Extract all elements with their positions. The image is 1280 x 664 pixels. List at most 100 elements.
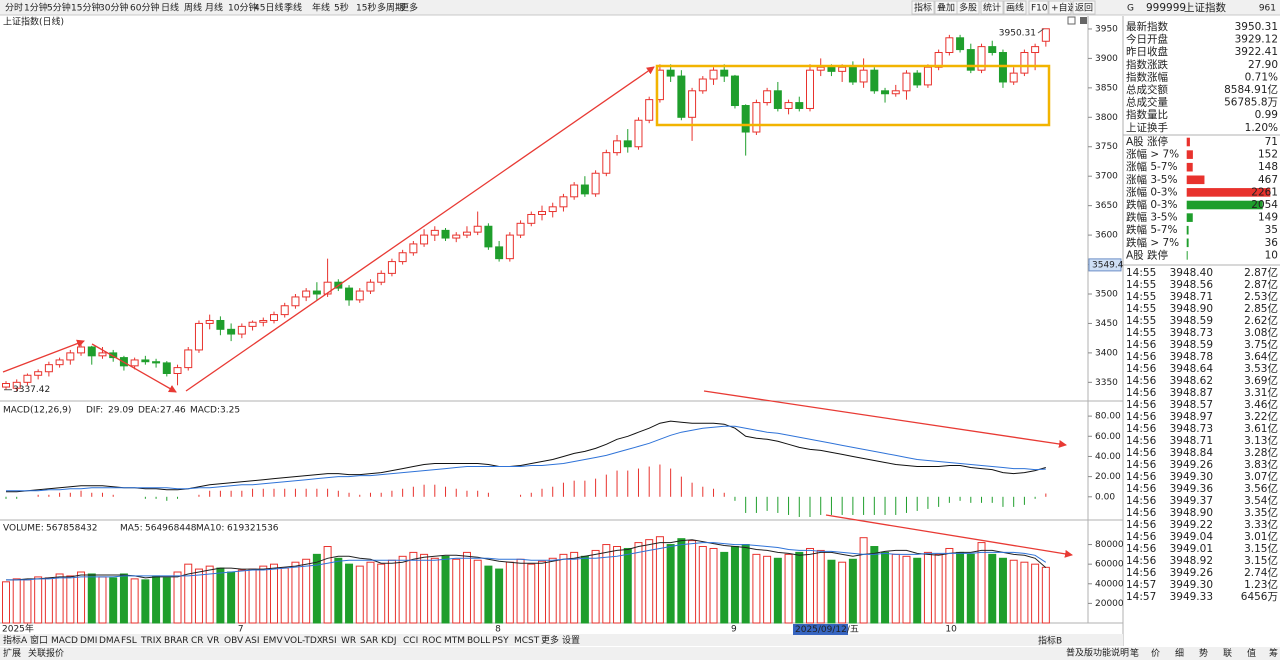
volume-bar — [957, 552, 964, 623]
indicator-tab[interactable]: 指标A — [3, 634, 28, 646]
candle-body — [485, 226, 492, 247]
indicator-tab[interactable]: SAR — [360, 636, 378, 646]
indicator-tab[interactable]: FSL — [121, 636, 137, 646]
indicator-tab[interactable]: DMI — [80, 636, 97, 646]
tool-label[interactable]: F10 — [1031, 4, 1048, 14]
volume-bar — [731, 547, 738, 623]
footer-link[interactable]: 指标B — [1038, 635, 1062, 647]
candle-body — [463, 232, 470, 235]
tick-price: 3949.01 — [1170, 543, 1213, 555]
volume-bar — [238, 570, 245, 623]
volume-bar — [935, 554, 942, 623]
mode-tab[interactable]: 势 — [1199, 647, 1208, 659]
quote-value: 3929.12 — [1235, 34, 1278, 46]
period-tab[interactable]: 60分钟 — [130, 2, 159, 14]
volume-bar — [120, 574, 127, 623]
indicator-tab[interactable]: 窗口 — [30, 634, 48, 646]
indicator-tab[interactable]: OBV — [224, 636, 244, 646]
period-tab[interactable]: 5分钟 — [47, 2, 71, 14]
tool-label[interactable]: 返回 — [1075, 2, 1093, 14]
tick-volume: 3.35亿 — [1244, 506, 1278, 519]
tool-label[interactable]: 画线 — [1006, 2, 1024, 14]
period-tab[interactable]: 15分钟 — [71, 2, 100, 14]
footer-link[interactable]: 关联报价 — [28, 647, 64, 659]
indicator-tab[interactable]: DMA — [99, 636, 121, 646]
period-tab[interactable]: 分时 — [5, 2, 23, 14]
indicator-tab[interactable]: BRAR — [164, 636, 188, 646]
period-tab[interactable]: 1分钟 — [24, 2, 48, 14]
period-tab[interactable]: 季线 — [284, 2, 302, 14]
window-icon[interactable] — [1068, 17, 1075, 24]
y-tick-label: 0.00 — [1095, 492, 1115, 502]
indicator-tab[interactable]: VR — [207, 636, 219, 646]
candle-body — [1010, 73, 1017, 82]
breadth-bar — [1187, 176, 1204, 184]
tool-label[interactable]: 叠加 — [937, 3, 955, 14]
indicator-tab[interactable]: WR — [341, 636, 356, 646]
volume-bar — [839, 562, 846, 623]
indicator-tab[interactable]: TRIX — [140, 636, 162, 646]
footer-link[interactable]: 普及版功能说明 — [1066, 647, 1129, 659]
indicator-tab[interactable]: MCST — [514, 636, 540, 646]
tick-volume: 3.75亿 — [1244, 338, 1278, 351]
period-tab[interactable]: 月线 — [205, 2, 223, 14]
tick-price: 3949.04 — [1170, 531, 1214, 543]
mode-tab[interactable]: 价 — [1151, 648, 1160, 659]
tick-time: 14:56 — [1126, 531, 1157, 543]
tick-volume: 6456万 — [1241, 591, 1278, 603]
period-tab[interactable]: 年线 — [312, 2, 330, 14]
indicator-tab[interactable]: BOLL — [467, 636, 490, 646]
window-icon[interactable] — [1080, 17, 1087, 24]
indicator-tab[interactable]: 设置 — [562, 635, 580, 646]
candle-body — [882, 91, 889, 94]
breadth-label: 跌幅 0-3% — [1126, 198, 1177, 211]
tool-label[interactable]: 指标 — [914, 2, 932, 14]
period-tab[interactable]: 30分钟 — [99, 2, 128, 14]
period-tab[interactable]: 45日线 — [254, 2, 283, 14]
indicator-tab[interactable]: KDJ — [381, 636, 397, 646]
indicator-tab[interactable]: CR — [191, 636, 204, 646]
period-tab[interactable]: 周线 — [184, 2, 202, 14]
footer-link[interactable]: 扩展 — [3, 647, 21, 659]
mode-tab[interactable]: 筹 — [1269, 647, 1278, 659]
legend-value: 29.09 — [108, 406, 134, 416]
mode-tab[interactable]: 值 — [1247, 647, 1256, 659]
breadth-count: 71 — [1265, 136, 1278, 148]
indicator-tab[interactable]: PSY — [492, 636, 509, 646]
period-tab[interactable]: 日线 — [161, 2, 179, 14]
tool-label[interactable]: 统计 — [983, 2, 1001, 14]
candle-body — [946, 38, 953, 53]
tick-time: 14:55 — [1126, 267, 1156, 279]
mode-tab[interactable]: 细 — [1175, 647, 1184, 659]
indicator-tab[interactable]: VOL-TDX — [284, 636, 323, 646]
mode-tab[interactable]: 笔 — [1130, 647, 1139, 659]
quote-label: 总成交量 — [1126, 96, 1168, 109]
tick-time: 14:56 — [1126, 339, 1157, 351]
indicator-tab[interactable]: ROC — [422, 636, 442, 646]
indicator-tab[interactable]: EMV — [263, 636, 283, 646]
indicator-tab[interactable]: CCI — [403, 636, 418, 646]
candle-body — [356, 291, 363, 300]
quote-value: 3950.31 — [1235, 21, 1278, 33]
tick-volume: 3.61亿 — [1244, 422, 1278, 435]
indicator-tab[interactable]: MACD — [51, 636, 78, 646]
period-tab[interactable]: 更多 — [400, 2, 418, 14]
tool-label[interactable]: 多股 — [959, 2, 977, 14]
tick-price: 3948.90 — [1170, 507, 1213, 519]
indicator-tab[interactable]: ASI — [245, 636, 260, 646]
period-tab[interactable]: 5秒 — [334, 2, 349, 14]
period-tab[interactable]: 15秒 — [356, 2, 376, 14]
mode-tab[interactable]: 联 — [1223, 648, 1232, 659]
indicator-tab[interactable]: 更多 — [541, 634, 559, 646]
breadth-label: A股 跌停 — [1126, 248, 1168, 261]
indicator-tab[interactable]: RSI — [322, 636, 337, 646]
volume-bar — [78, 572, 85, 623]
candle-body — [1042, 29, 1049, 41]
tick-time: 14:55 — [1126, 279, 1156, 291]
code-prefix: G — [1127, 4, 1134, 14]
legend-value: 27.46 — [160, 406, 186, 416]
indicator-tab[interactable]: MTM — [444, 636, 465, 646]
quote-label: 今日开盘 — [1126, 33, 1168, 46]
candle-body — [24, 375, 31, 382]
crosshair-date: 2025/09/12/五 — [795, 625, 859, 635]
